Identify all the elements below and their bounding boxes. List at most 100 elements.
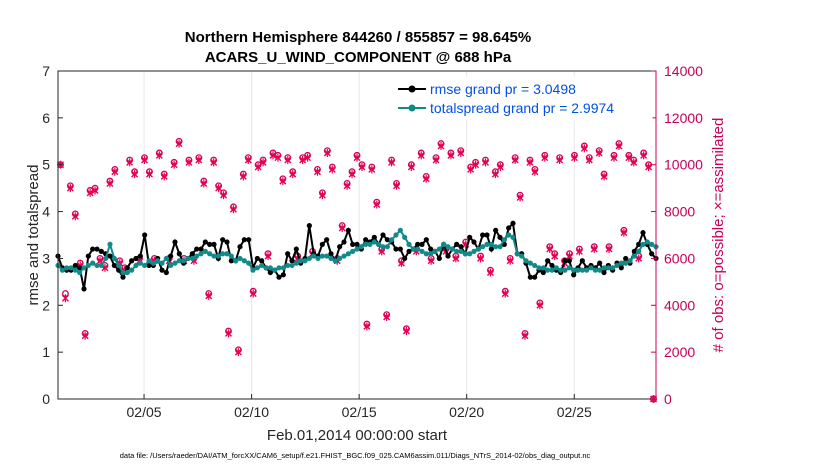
- totalspread-point: [168, 262, 174, 269]
- assimilated-obs-marker: [620, 228, 628, 237]
- chart-title-line1: Northern Hemisphere 844260 / 855857 = 98…: [185, 29, 531, 46]
- assimilated-obs-marker: [299, 156, 307, 165]
- assimilated-obs-marker: [195, 156, 203, 165]
- assimilated-obs-marker: [368, 165, 376, 174]
- rmse-point: [142, 232, 148, 238]
- rmse-point: [497, 234, 503, 240]
- totalspread-point: [172, 260, 178, 266]
- rmse-point: [259, 258, 265, 264]
- rmse-point: [90, 246, 96, 252]
- assimilated-obs-marker: [447, 151, 455, 160]
- assimilated-obs-marker: [269, 151, 277, 160]
- totalspread-point: [328, 255, 334, 262]
- totalspread-point: [471, 248, 477, 254]
- totalspread-point: [302, 258, 308, 264]
- totalspread-point: [159, 260, 165, 266]
- totalspread-point: [510, 234, 516, 240]
- totalspread-point: [280, 265, 286, 271]
- assimilated-obs-marker: [170, 160, 178, 169]
- rmse-point: [549, 262, 555, 269]
- assimilated-obs-marker: [610, 153, 618, 162]
- assimilated-obs-marker: [526, 158, 534, 167]
- totalspread-point: [354, 246, 360, 252]
- rmse-point: [168, 253, 174, 259]
- totalspread-point: [337, 255, 343, 262]
- legend-spread-label: totalspread grand pr = 2.9974: [430, 100, 614, 116]
- assimilated-obs-marker: [516, 193, 524, 202]
- assimilated-obs-marker: [546, 245, 554, 254]
- totalspread-point: [103, 255, 109, 262]
- totalspread-point: [553, 265, 559, 271]
- assimilated-obs-marker: [234, 348, 242, 357]
- totalspread-point: [124, 269, 130, 276]
- rmse-point: [445, 253, 451, 259]
- rmse-point: [419, 241, 425, 247]
- assimilated-obs-marker: [264, 252, 272, 261]
- rmse-point: [471, 239, 477, 245]
- rmse-point: [189, 251, 195, 257]
- assimilated-obs-marker: [477, 254, 485, 263]
- totalspread-point: [558, 267, 564, 273]
- rmse-point: [527, 274, 533, 280]
- totalspread-point: [605, 265, 611, 271]
- rmse-point: [649, 251, 655, 257]
- totalspread-point: [254, 265, 260, 271]
- assimilated-obs-marker: [417, 151, 425, 160]
- totalspread-point: [432, 248, 438, 254]
- totalspread-point: [640, 241, 646, 247]
- assimilated-obs-marker: [531, 167, 539, 176]
- assimilated-obs-marker: [595, 149, 603, 157]
- y-tick-label: 6: [42, 110, 50, 126]
- rmse-point: [198, 246, 204, 252]
- totalspread-point: [488, 241, 494, 247]
- rmse-point: [81, 286, 87, 292]
- assimilated-obs-marker: [323, 149, 331, 157]
- assimilated-obs-marker: [210, 158, 218, 167]
- rmse-point: [467, 234, 473, 240]
- assimilated-obs-marker: [155, 151, 163, 160]
- totalspread-point: [64, 265, 70, 271]
- totalspread-point: [384, 244, 390, 250]
- rmse-point: [289, 258, 295, 264]
- totalspread-point: [289, 262, 295, 269]
- totalspread-point: [194, 253, 200, 259]
- totalspread-point: [532, 262, 538, 269]
- totalspread-point: [627, 258, 633, 264]
- totalspread-point: [72, 267, 78, 273]
- rmse-point: [423, 237, 429, 243]
- totalspread-point: [367, 241, 373, 247]
- totalspread-point: [631, 253, 637, 259]
- totalspread-point: [410, 246, 416, 252]
- totalspread-point: [562, 267, 568, 273]
- assimilated-obs-marker: [501, 289, 509, 298]
- assimilated-obs-marker: [106, 179, 114, 188]
- totalspread-point: [584, 267, 590, 273]
- totalspread-point: [111, 255, 117, 262]
- totalspread-point: [475, 246, 481, 252]
- rmse-point: [98, 248, 104, 254]
- totalspread-point: [644, 239, 650, 245]
- rmse-point: [246, 237, 252, 243]
- totalspread-point: [324, 253, 330, 259]
- assimilated-obs-marker: [457, 149, 465, 157]
- rmse-point: [458, 244, 464, 250]
- totalspread-point: [402, 234, 408, 240]
- assimilated-obs-marker: [397, 259, 405, 268]
- totalspread-point: [423, 251, 429, 257]
- totalspread-point: [306, 255, 312, 262]
- totalspread-point: [220, 251, 226, 257]
- rmse-point: [137, 253, 143, 259]
- assimilated-obs-marker: [393, 181, 401, 190]
- y2-axis-label: # of obs: o=possible; ×=assimilated: [710, 118, 727, 353]
- assimilated-obs-marker: [348, 170, 356, 179]
- rmse-point: [345, 227, 351, 233]
- rmse-point: [623, 255, 629, 262]
- rmse-point: [484, 232, 490, 238]
- y2-tick-label: 0: [664, 391, 672, 407]
- assimilated-obs-marker: [541, 153, 549, 162]
- totalspread-point: [107, 241, 113, 247]
- totalspread-point: [133, 262, 139, 269]
- assimilated-obs-marker: [373, 200, 381, 209]
- totalspread-point: [129, 267, 135, 273]
- totalspread-point: [549, 267, 555, 273]
